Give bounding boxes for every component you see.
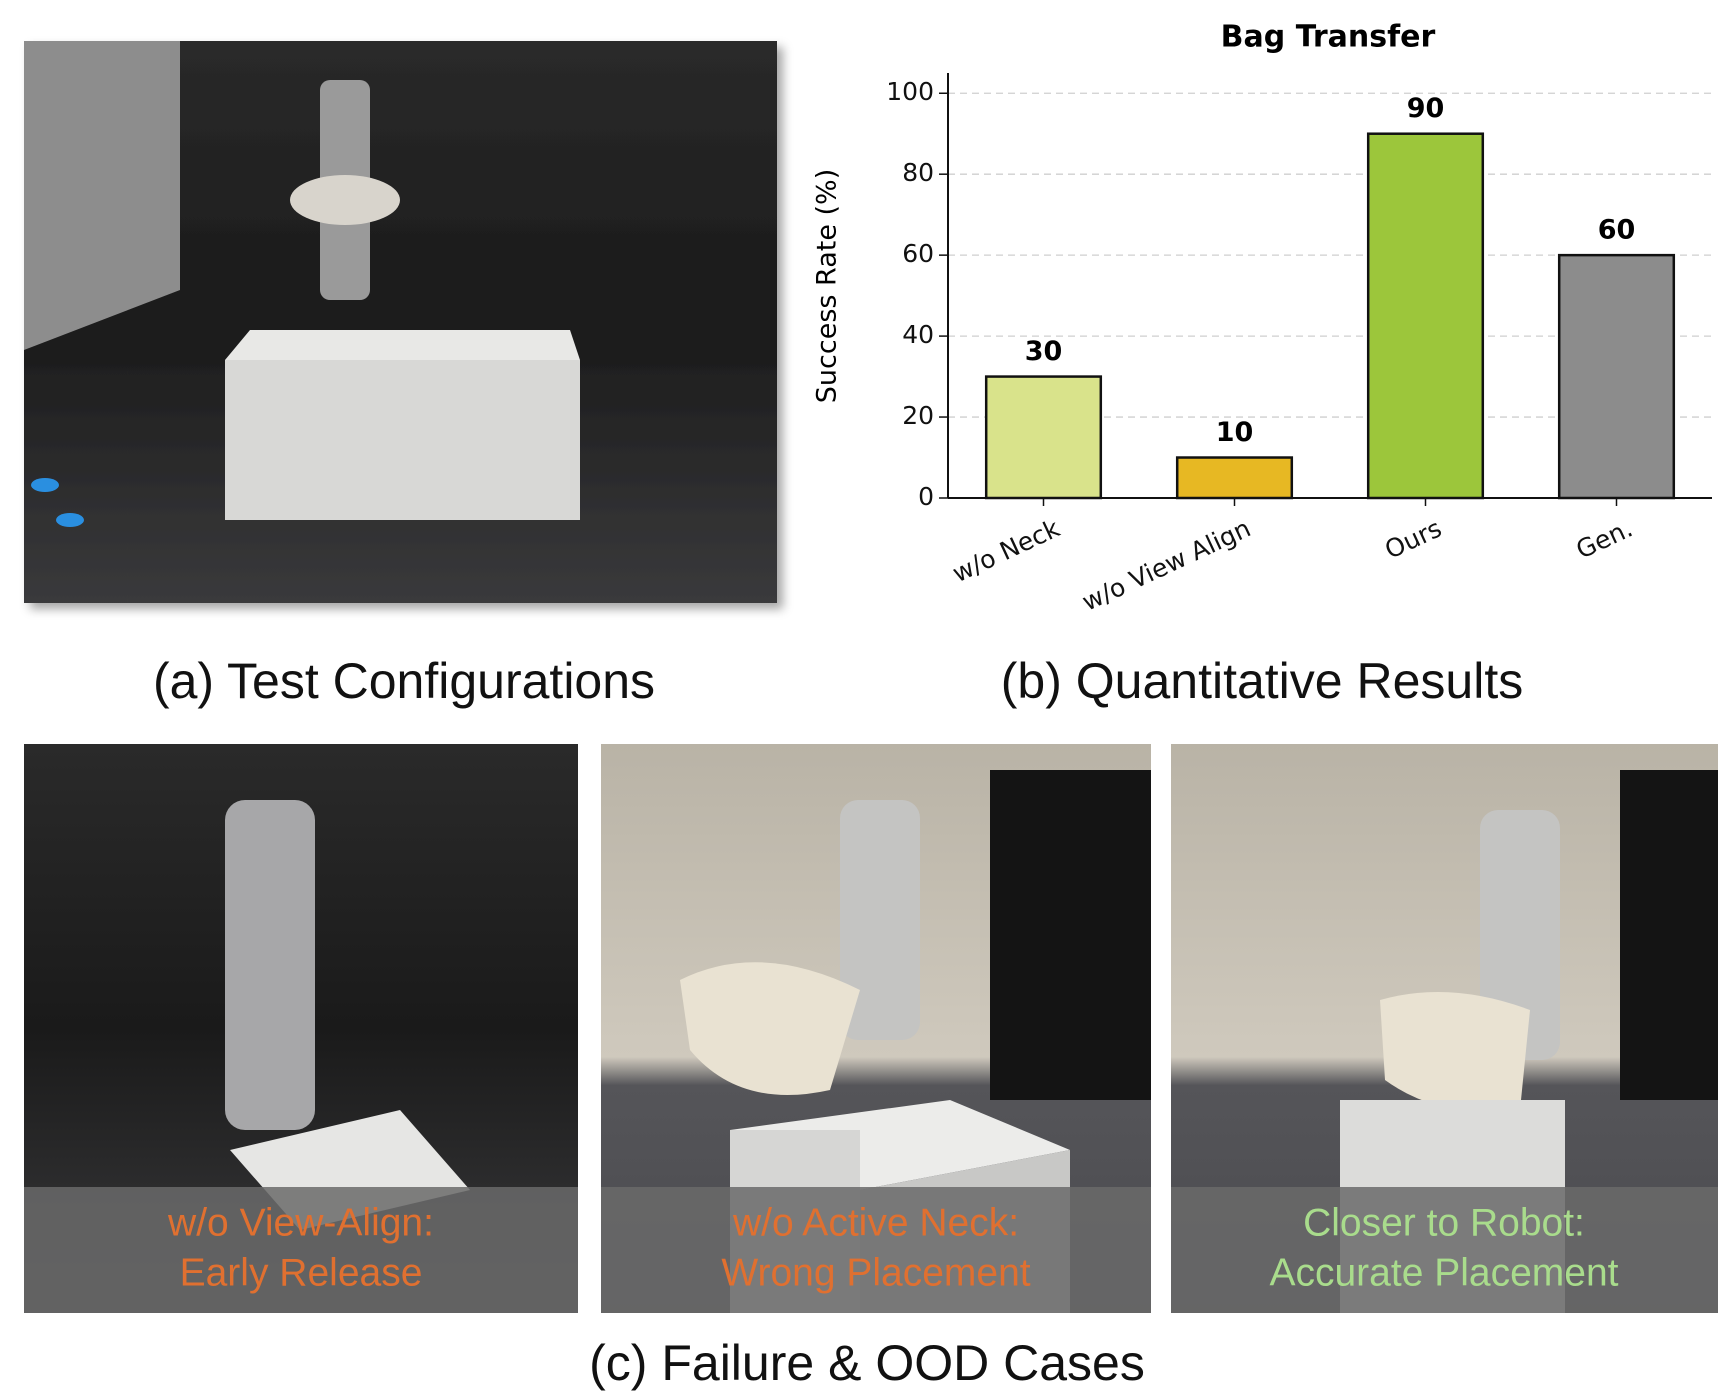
case-label: Closer to Robot: (1303, 1201, 1585, 1244)
case-overlay (24, 1187, 578, 1313)
value-label: 90 (1407, 93, 1445, 124)
x-tick-label: w/o View Align (1078, 513, 1255, 616)
x-tick-label: Ours (1380, 513, 1446, 564)
case-label: Accurate Placement (1269, 1251, 1618, 1294)
value-label: 30 (1025, 336, 1063, 367)
case-label: Wrong Placement (721, 1251, 1030, 1294)
bar (1366, 132, 1485, 500)
bar (984, 375, 1103, 500)
photo-test-configuration (24, 41, 777, 603)
y-tick-label: 80 (902, 158, 934, 187)
case-overlay (1171, 1187, 1718, 1313)
y-tick-label: 0 (918, 482, 934, 511)
case-label: w/o View-Align: (167, 1201, 434, 1244)
bar (1557, 253, 1676, 500)
panel-caption: (c) Failure & OOD Cases (589, 1335, 1145, 1391)
x-tick-label: w/o Neck (948, 513, 1064, 588)
value-label: 60 (1598, 215, 1636, 246)
panel-caption: (b) Quantitative Results (1001, 653, 1523, 709)
chart-title: Bag Transfer (1221, 20, 1436, 55)
y-tick-label: 60 (902, 239, 934, 268)
x-tick-label: Gen. (1572, 513, 1637, 564)
case-label: w/o Active Neck: (732, 1201, 1019, 1244)
panel-caption: (a) Test Configurations (153, 653, 655, 709)
y-tick-label: 20 (902, 401, 934, 430)
bar (1175, 456, 1294, 500)
case-label: Early Release (180, 1251, 423, 1294)
y-axis-label: Success Rate (%) (812, 169, 843, 403)
value-label: 10 (1216, 417, 1254, 448)
y-tick-label: 100 (886, 77, 934, 106)
y-tick-label: 40 (902, 320, 934, 349)
bar-chart: Bag Transfer Success Rate (%) 0 20 40 60 80 1… (812, 20, 1712, 617)
case-overlay (601, 1187, 1151, 1313)
